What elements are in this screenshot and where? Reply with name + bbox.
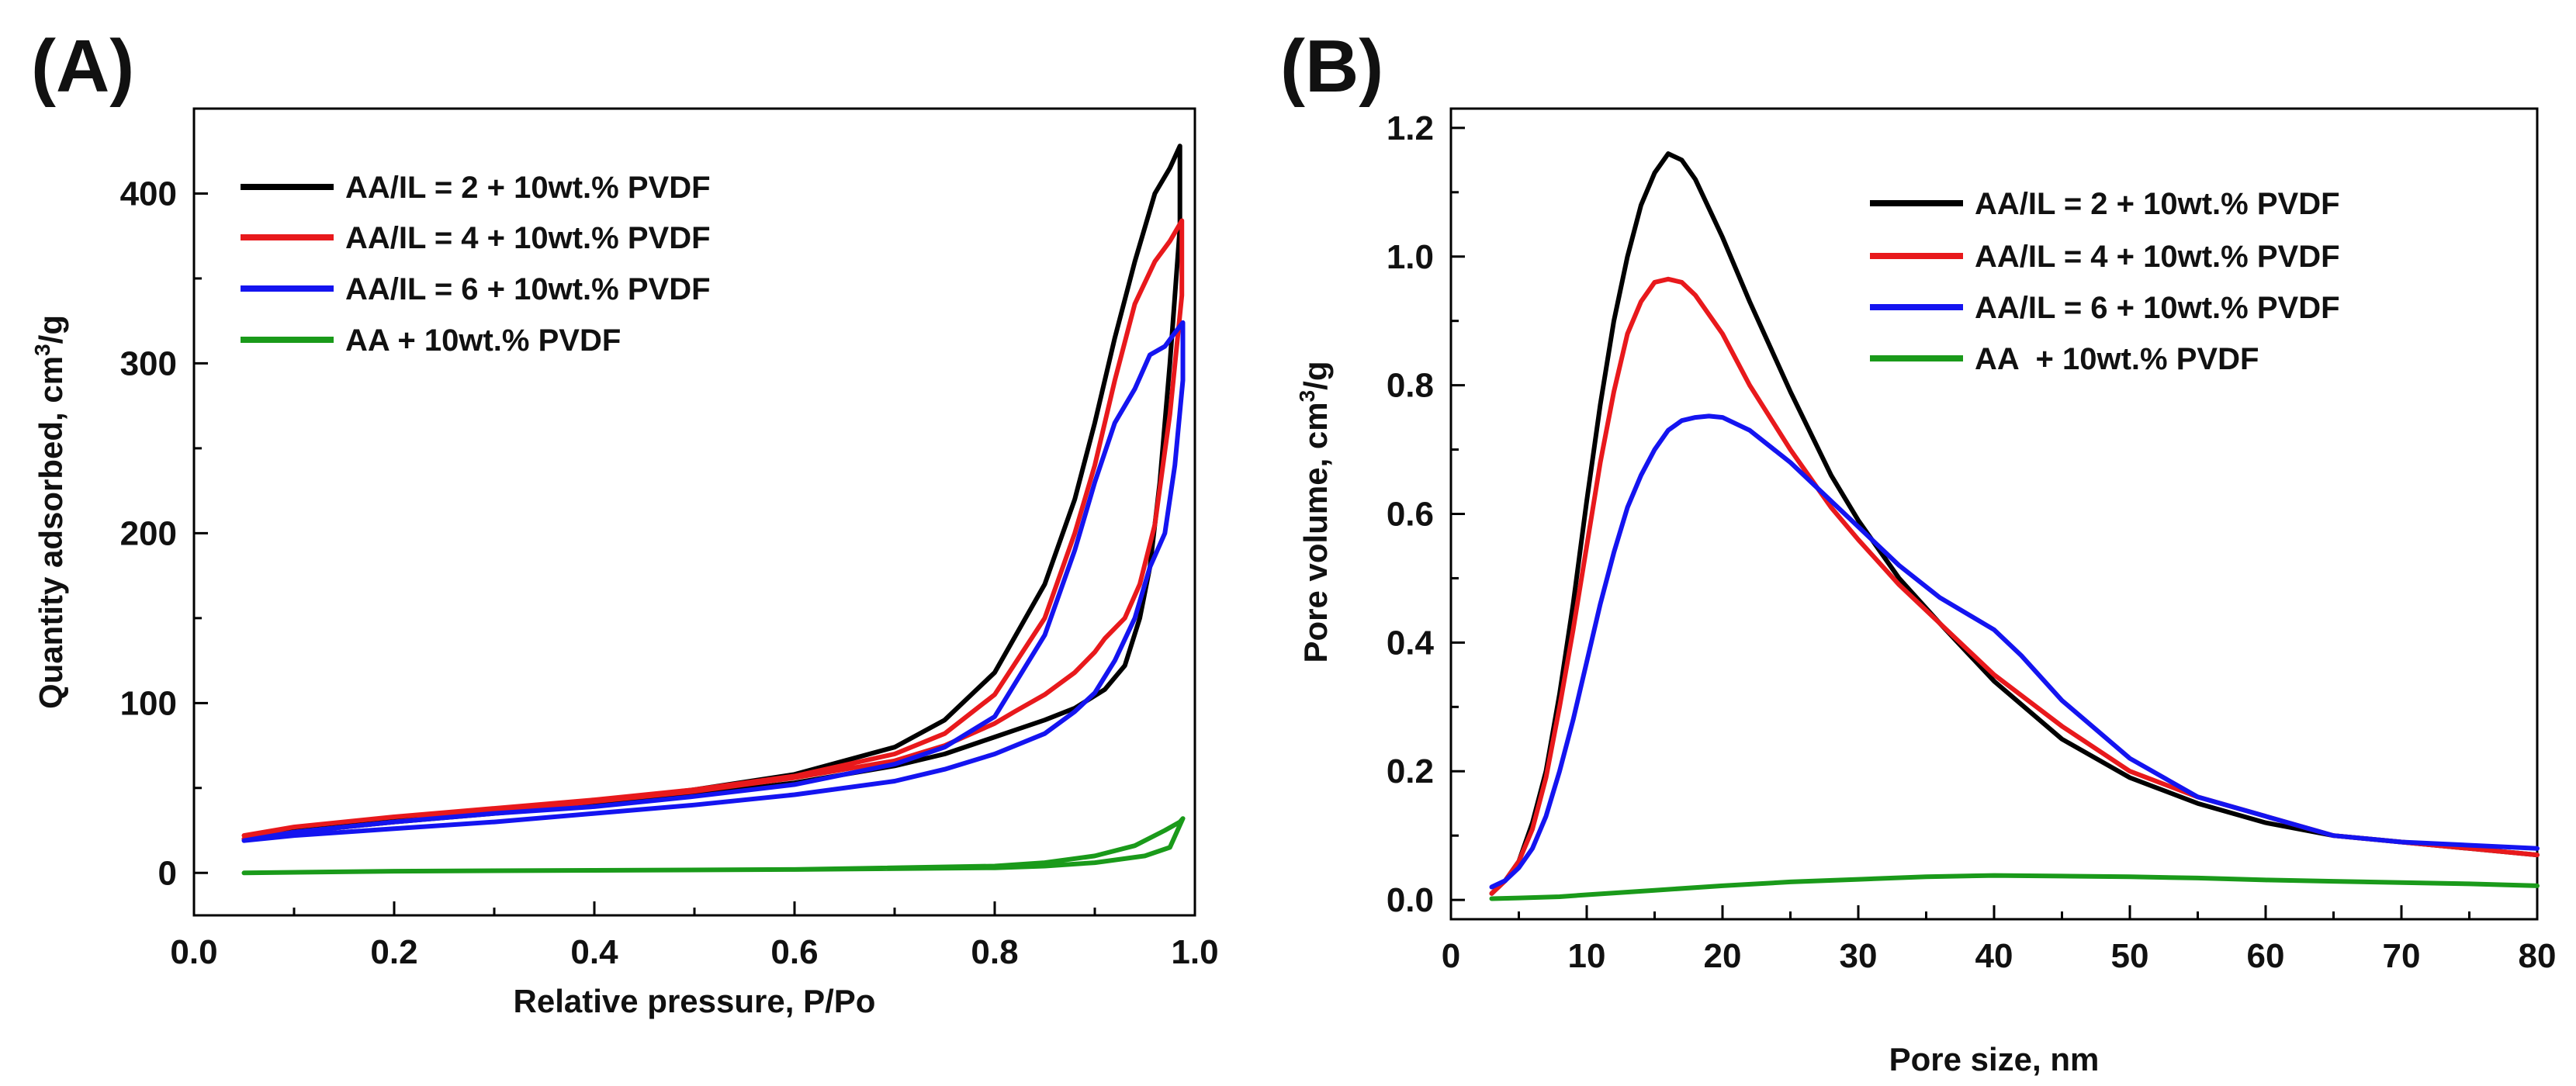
y-tick-label: 0.2 <box>1387 752 1434 790</box>
x-tick-label: 50 <box>2111 937 2149 975</box>
x-tick-label: 40 <box>1975 937 2013 975</box>
panel-a-y-label-sup: 3 <box>30 344 54 356</box>
x-tick-label: 0.8 <box>971 933 1018 971</box>
panel-b-label: (B) <box>1280 25 1383 108</box>
panel-a-y-label-tail: /g <box>33 315 69 344</box>
x-tick-label: 70 <box>2383 937 2421 975</box>
panel-a-plot-area: 0.0 0.2 0.4 0.6 0.8 1.0 0 100 200 300 400 <box>120 144 1219 971</box>
legend-item: AA + 10wt.% PVDF <box>1870 342 2259 376</box>
x-tick-label: 0 <box>1442 937 1460 975</box>
y-tick-label: 1.0 <box>1387 238 1434 276</box>
legend-item: AA/IL = 4 + 10wt.% PVDF <box>1870 240 2340 274</box>
legend-label: AA + 10wt.% PVDF <box>345 323 621 358</box>
y-tick-label: 1.2 <box>1387 109 1434 147</box>
y-tick-label: 100 <box>120 684 177 722</box>
legend-label: AA/IL = 4 + 10wt.% PVDF <box>1975 240 2340 274</box>
series-line-3 <box>241 320 1186 843</box>
panel-b-plot-area: 0 10 20 30 40 50 60 70 80 0.0 0.2 0.4 0.6 0.8 1.0 1.2 <box>1387 109 2557 975</box>
legend-item: AA/IL = 2 + 10wt.% PVDF <box>1870 187 2340 221</box>
legend-label: AA + 10wt.% PVDF <box>1975 342 2259 376</box>
x-tick-label: 0.0 <box>170 933 217 971</box>
x-tick-label: 10 <box>1568 937 1606 975</box>
y-tick-label: 400 <box>120 175 177 213</box>
x-tick-label: 0.6 <box>770 933 818 971</box>
legend-label: AA/IL = 2 + 10wt.% PVDF <box>345 171 711 205</box>
y-tick-label: 0.6 <box>1387 496 1434 534</box>
y-tick-label: 0 <box>158 854 177 892</box>
series-line-4 <box>241 816 1186 876</box>
x-tick-label: 60 <box>2247 937 2285 975</box>
series-line-1 <box>1489 151 2540 896</box>
series-line-3 <box>1489 413 2540 890</box>
x-tick-label: 1.0 <box>1171 933 1218 971</box>
x-tick-label: 20 <box>1704 937 1742 975</box>
series-line-2 <box>241 218 1185 842</box>
panel-b-x-axis-label: Pore size, nm <box>1889 1041 2100 1077</box>
legend-item: AA/IL = 4 + 10wt.% PVDF <box>241 221 711 255</box>
series-line-4 <box>1489 873 2540 901</box>
legend-label: AA/IL = 2 + 10wt.% PVDF <box>1975 187 2340 221</box>
x-tick-label: 30 <box>1840 937 1878 975</box>
panel-b-y-axis-label: Pore volume, cm3/g <box>1295 361 1334 662</box>
panel-a-y-axis-label: Quantity adsorbed, cm3/g <box>30 315 69 709</box>
panel-a-x-axis-label: Relative pressure, P/Po <box>514 983 876 1019</box>
panel-b-y-label-sup: 3 <box>1295 390 1319 403</box>
legend-item: AA/IL = 6 + 10wt.% PVDF <box>241 272 711 306</box>
x-tick-label: 0.2 <box>370 933 417 971</box>
panel-b-y-label-tail: /g <box>1297 361 1334 389</box>
y-tick-label: 0.0 <box>1387 881 1434 919</box>
y-tick-label: 200 <box>120 514 177 552</box>
panel-a-y-label-main: Quantity adsorbed, cm <box>33 356 69 709</box>
legend-label: AA/IL = 4 + 10wt.% PVDF <box>345 221 711 255</box>
legend-item: AA/IL = 2 + 10wt.% PVDF <box>241 171 711 205</box>
panel-b: (B) 0 10 20 30 40 50 60 70 80 0.0 0.2 0.4 0.6 0.8 1.0 1… <box>1280 25 2556 1077</box>
y-tick-label: 0.4 <box>1387 624 1435 662</box>
panel-a-legend: AA/IL = 2 + 10wt.% PVDF AA/IL = 4 + 10wt… <box>241 171 711 358</box>
x-tick-label: 80 <box>2519 937 2557 975</box>
legend-label: AA/IL = 6 + 10wt.% PVDF <box>1975 291 2340 325</box>
legend-item: AA + 10wt.% PVDF <box>241 323 621 358</box>
panel-a-label: (A) <box>31 25 134 108</box>
y-tick-label: 0.8 <box>1387 367 1434 405</box>
panel-b-y-label-main: Pore volume, cm <box>1297 402 1334 662</box>
legend-label: AA/IL = 6 + 10wt.% PVDF <box>345 272 711 306</box>
panel-b-plot-frame <box>1449 107 2539 921</box>
x-tick-label: 0.4 <box>570 933 618 971</box>
panel-b-legend: AA/IL = 2 + 10wt.% PVDF AA/IL = 4 + 10wt… <box>1870 187 2340 376</box>
panel-a: (A) 0.0 0.2 0.4 0.6 0.8 1.0 0 100 200 300 400 Rela… <box>30 25 1219 1019</box>
legend-item: AA/IL = 6 + 10wt.% PVDF <box>1870 291 2340 325</box>
y-tick-label: 300 <box>120 344 177 382</box>
